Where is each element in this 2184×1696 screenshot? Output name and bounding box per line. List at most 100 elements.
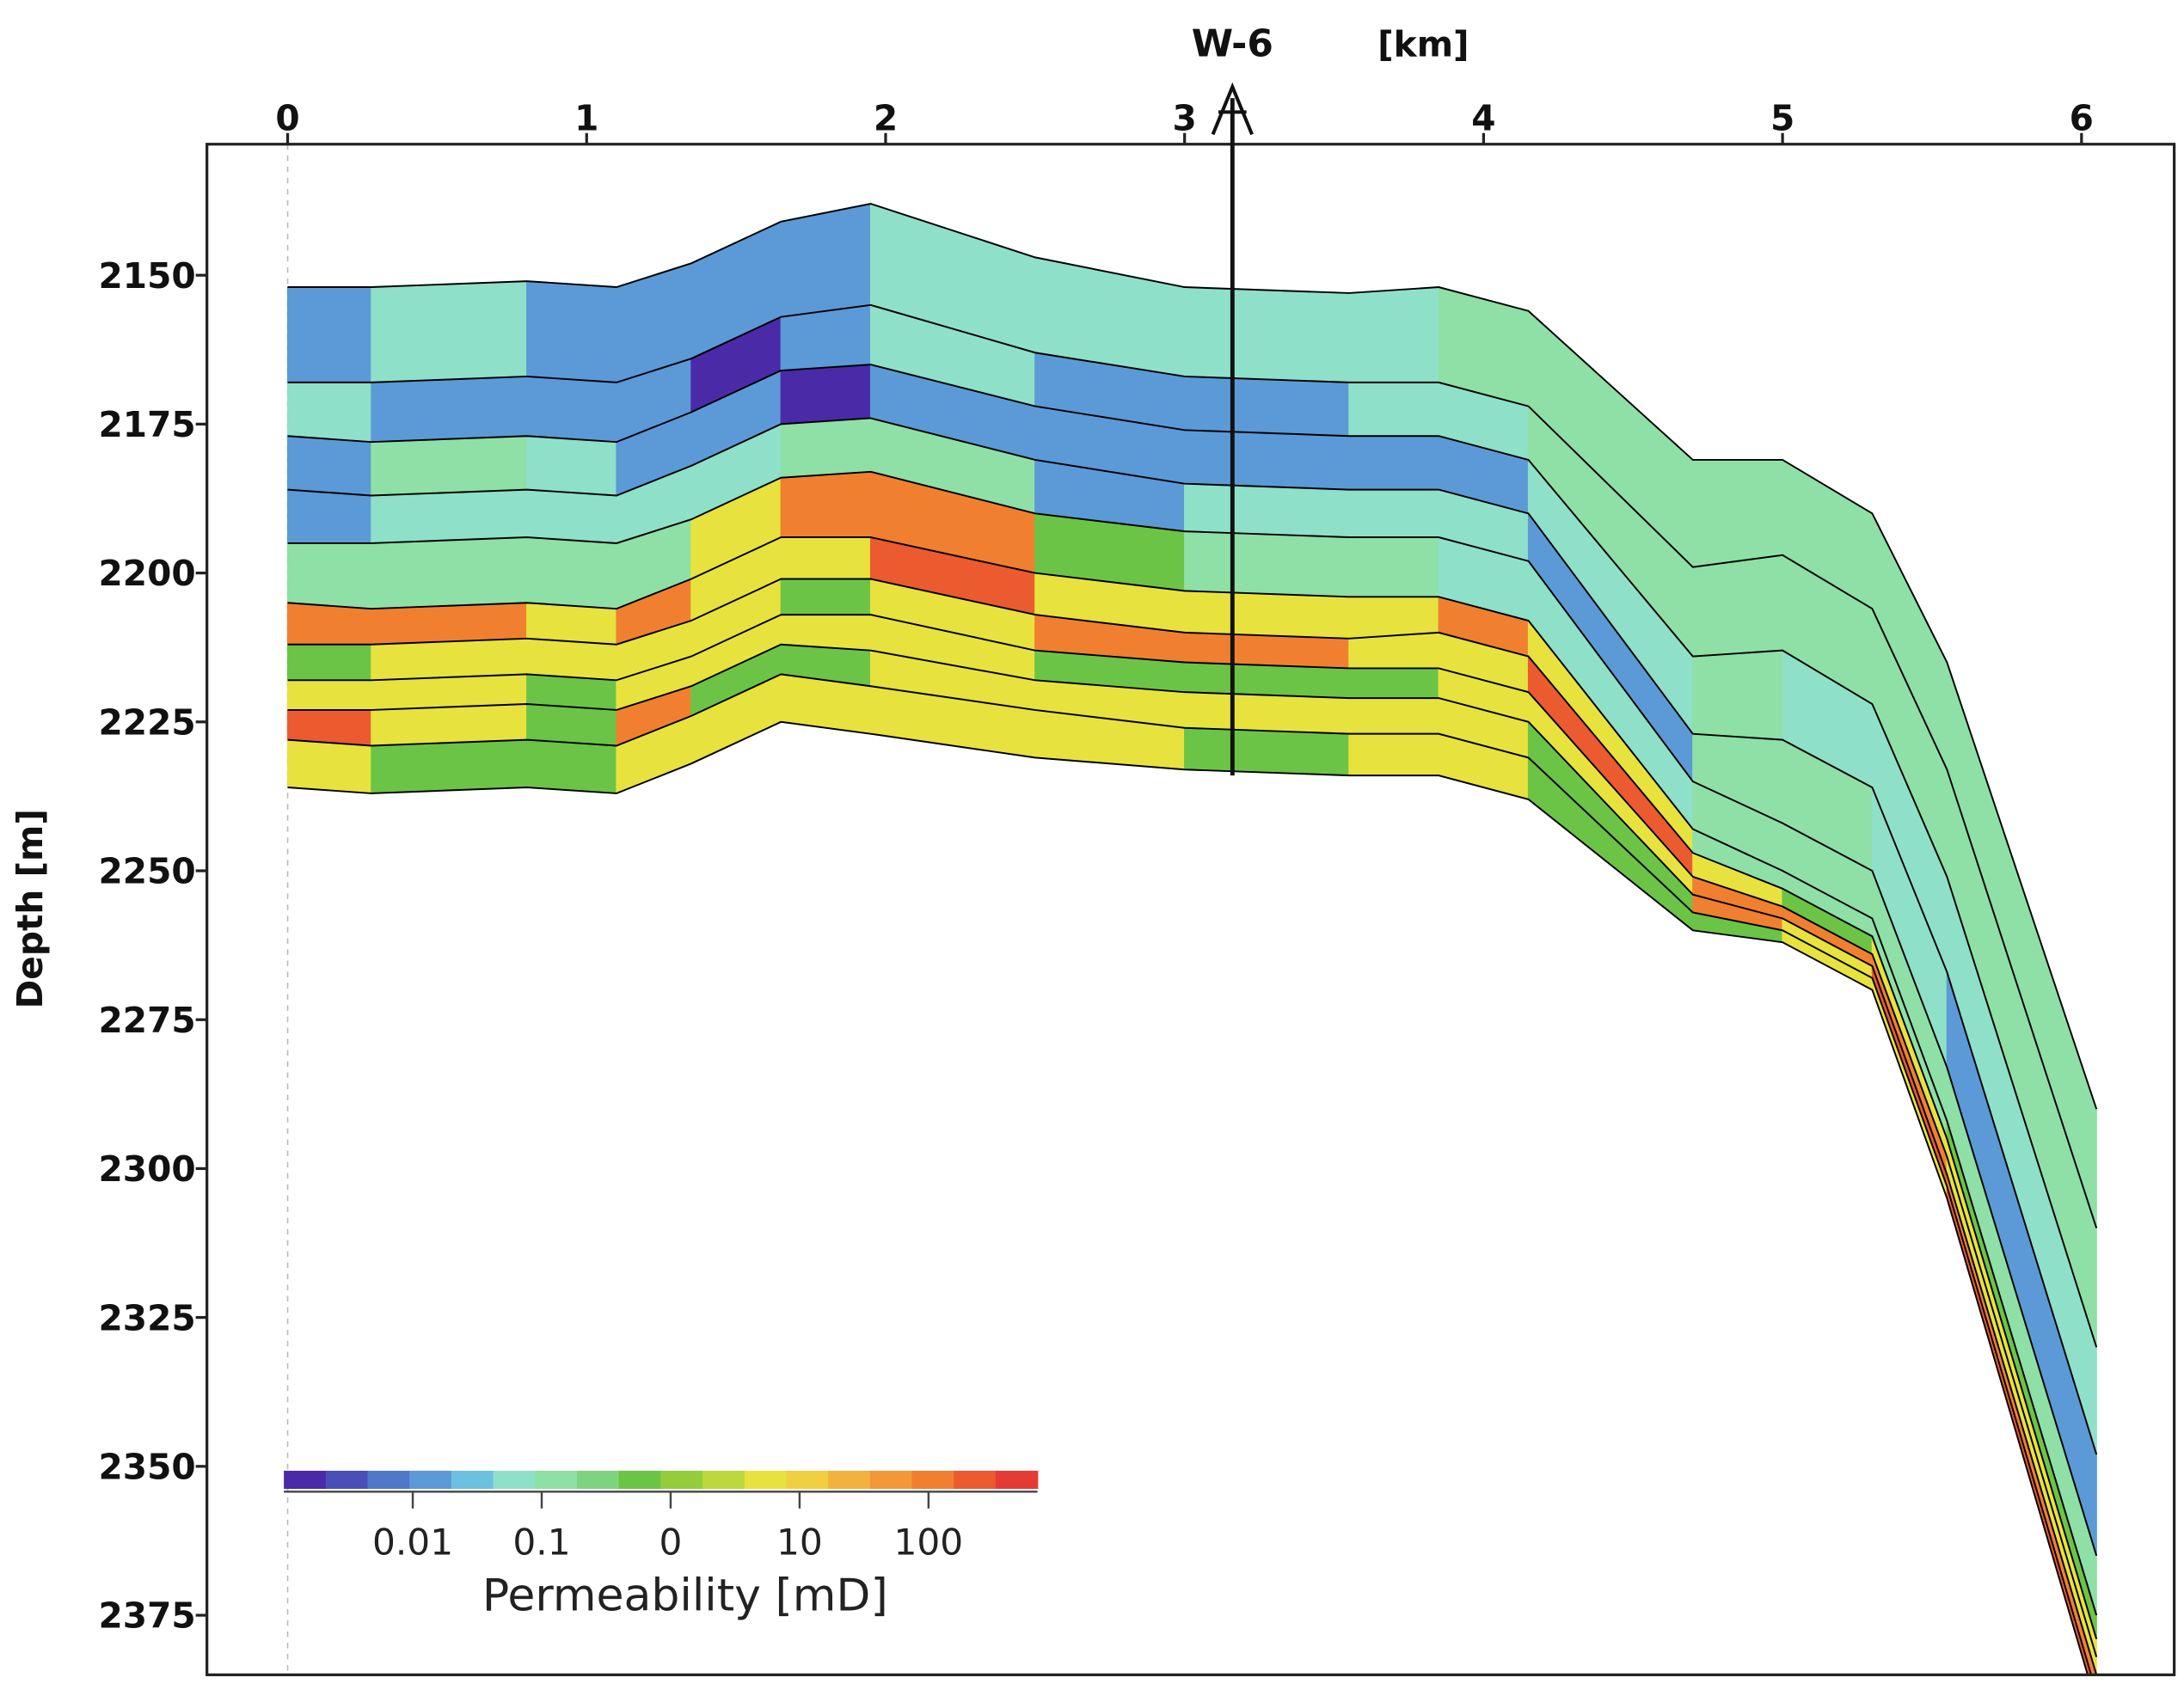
cell: [371, 638, 528, 681]
colorbar-tick-label: 100: [894, 1522, 964, 1564]
colorbar-swatch: [451, 1470, 494, 1490]
y-tick-label: 2350: [99, 1446, 196, 1487]
cell: [1348, 536, 1439, 597]
well-symbol: [1211, 82, 1254, 136]
cell: [526, 738, 617, 794]
colorbar-swatch: [367, 1470, 410, 1490]
y-tick-label: 2325: [99, 1297, 196, 1338]
horizon: [287, 643, 2098, 1675]
colorbar-swatch: [786, 1470, 829, 1490]
y-tick-label: 2375: [99, 1595, 196, 1637]
horizon: [287, 470, 2098, 1557]
colorbar-swatch: [325, 1470, 369, 1490]
horizon: [287, 536, 2098, 1616]
cell: [1348, 286, 1439, 383]
plot-frame: [206, 143, 2176, 1676]
cell: [1184, 530, 1350, 597]
cell: [1184, 429, 1350, 491]
colorbar-swatch: [702, 1470, 745, 1490]
colorbar-swatch: [954, 1470, 997, 1490]
cell: [1348, 697, 1439, 735]
horizon: [287, 578, 2098, 1640]
x-tick-label: 5: [1770, 97, 1794, 138]
colorbar-swatch: [744, 1470, 788, 1490]
colorbar-swatch: [995, 1470, 1039, 1490]
cell: [371, 703, 528, 747]
x-tick-label: 4: [1471, 97, 1495, 138]
cell: [1692, 459, 1783, 568]
cell: [526, 488, 617, 544]
cell: [780, 203, 872, 318]
x-tick-label: 1: [574, 97, 598, 138]
cell: [780, 536, 872, 580]
horizon: [287, 364, 2098, 1348]
colorbar-tick-label: 10: [776, 1522, 823, 1564]
colorbar-swatch: [284, 1470, 327, 1490]
cell: [1184, 590, 1350, 640]
horizon: [287, 720, 2089, 1675]
x-tick-label: 3: [1173, 97, 1197, 138]
cell: [371, 280, 528, 383]
cell: [1184, 691, 1350, 735]
cell: [780, 471, 872, 538]
colorbar-swatch: [493, 1470, 537, 1490]
cell: [526, 602, 617, 646]
cell: [526, 638, 617, 682]
cell: [286, 602, 372, 646]
cell: [1348, 382, 1439, 437]
cell: [1348, 596, 1439, 640]
cell: [1184, 376, 1350, 437]
cell: [1692, 554, 1783, 658]
colorbar-tick-label: 0.01: [372, 1522, 453, 1564]
horizon: [287, 203, 2098, 1110]
cell: [371, 376, 528, 443]
cell: [1348, 733, 1439, 776]
cell: [286, 382, 372, 443]
cell: [526, 435, 617, 497]
colorbar-tick-label: 0: [659, 1522, 683, 1564]
colorbar-swatch: [828, 1470, 871, 1490]
x-tick-label: 6: [2070, 97, 2094, 138]
colorbar-swatch: [618, 1470, 662, 1490]
cell: [526, 376, 617, 443]
colorbar-swatch: [660, 1470, 703, 1490]
cell: [1348, 667, 1439, 699]
cell: [780, 417, 872, 479]
y-tick-label: 2275: [99, 1000, 196, 1041]
cell: [780, 578, 872, 615]
cell: [1348, 488, 1439, 538]
colorbar-tick-label: 0.1: [512, 1522, 570, 1564]
cell: [286, 435, 372, 497]
cell: [1184, 286, 1350, 383]
cell: [526, 703, 617, 747]
cell: [371, 536, 528, 609]
cell: [286, 644, 372, 681]
y-tick-label: 2150: [99, 255, 196, 297]
horizon: [287, 303, 2098, 1229]
cell: [371, 488, 528, 544]
colorbar-swatch: [576, 1470, 620, 1490]
cell: [286, 488, 372, 544]
cell: [286, 286, 372, 383]
colorbar-swatch: [911, 1470, 955, 1490]
colorbar-swatch: [535, 1470, 578, 1490]
cell: [286, 542, 372, 609]
cell: [1348, 435, 1439, 491]
cell: [1184, 482, 1350, 538]
horizon: [287, 417, 2098, 1455]
x-axis-label: [km]: [1377, 23, 1469, 64]
horizon: [287, 614, 2098, 1657]
cell: [1184, 727, 1350, 776]
section: [286, 144, 2098, 1675]
x-tick-label: 0: [275, 97, 299, 138]
cell: [371, 602, 528, 646]
cell: [526, 536, 617, 609]
x-tick-label: 2: [874, 97, 898, 138]
cell: [1692, 649, 1783, 741]
y-tick-label: 2300: [99, 1148, 196, 1190]
horizon: [287, 673, 2093, 1675]
cell: [286, 679, 372, 711]
y-axis-label: Depth [m]: [9, 809, 51, 1008]
colorbar-label: Permeability [mD]: [482, 1570, 888, 1622]
